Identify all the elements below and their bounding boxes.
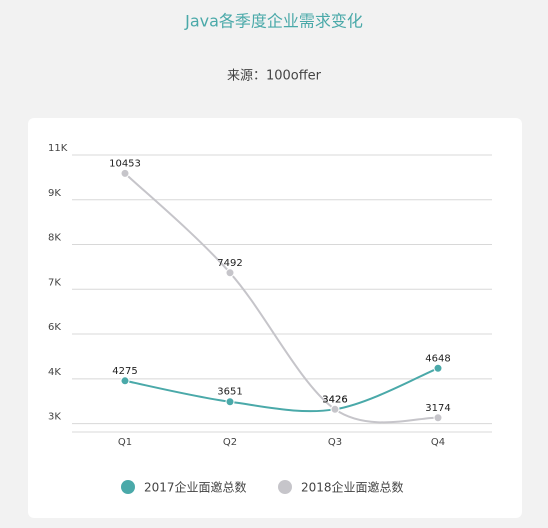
x-tick-label: Q1	[118, 437, 132, 448]
legend-marker	[121, 480, 135, 494]
series-line	[124, 367, 439, 413]
data-point	[433, 413, 443, 423]
data-point	[330, 404, 340, 414]
y-tick-label: 7K	[48, 277, 61, 288]
y-tick-label: 11K	[48, 143, 68, 154]
chart-card	[28, 118, 522, 518]
data-label: 3174	[425, 403, 450, 414]
data-label: 3426	[322, 394, 347, 405]
x-tick-label: Q4	[431, 437, 445, 448]
data-label: 7492	[217, 258, 242, 269]
chart-title: Java各季度企业需求变化	[184, 12, 363, 31]
data-label: 4648	[425, 353, 450, 364]
legend-marker	[278, 480, 292, 494]
x-tick-label: Q3	[328, 437, 342, 448]
data-point	[433, 363, 443, 373]
legend-label: 2017企业面邀总数	[144, 480, 247, 495]
y-tick-label: 9K	[48, 188, 61, 199]
data-label: 3651	[217, 387, 242, 398]
x-tick-label: Q2	[223, 437, 237, 448]
data-point	[225, 268, 235, 278]
data-label: 4275	[112, 366, 137, 377]
data-label: 10453	[109, 158, 141, 169]
legend-label: 2018企业面邀总数	[301, 480, 404, 495]
y-tick-label: 6K	[48, 322, 61, 333]
data-label: 3426	[322, 394, 347, 405]
data-point	[120, 376, 130, 386]
y-tick-label: 3K	[48, 412, 61, 423]
y-tick-label: 4K	[48, 367, 61, 378]
data-point	[225, 397, 235, 407]
data-point	[120, 168, 130, 178]
y-tick-label: 8K	[48, 233, 61, 244]
chart-subtitle: 来源：100offer	[227, 69, 322, 84]
series-line	[124, 172, 439, 424]
